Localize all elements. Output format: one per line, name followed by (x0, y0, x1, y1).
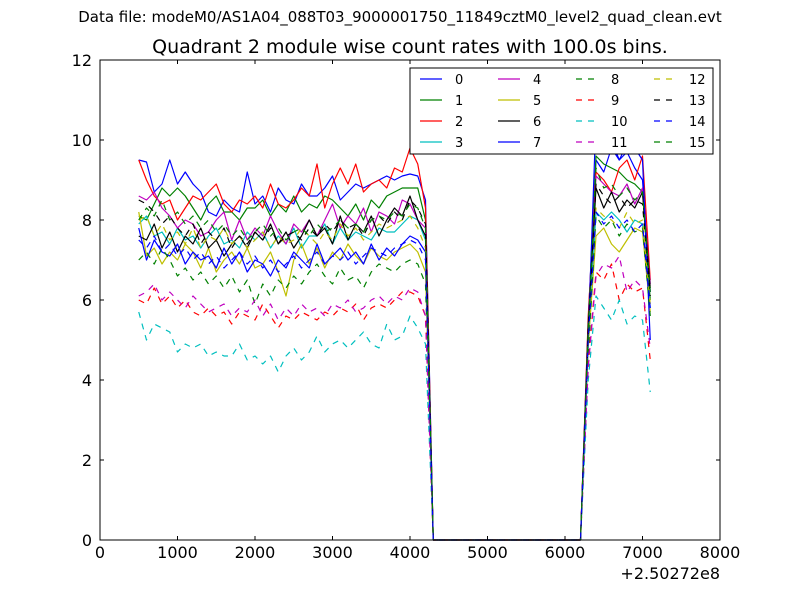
y-tick-label: 0 (82, 531, 92, 550)
series-line-12 (138, 207, 651, 541)
legend-label-4: 4 (533, 73, 541, 88)
series-line-8 (138, 215, 651, 541)
series-line-1 (138, 155, 651, 541)
legend-label-0: 0 (455, 73, 463, 88)
series-line-6 (138, 187, 651, 541)
x-tick-label: 2000 (235, 543, 276, 562)
legend-label-5: 5 (533, 94, 541, 109)
y-tick-label: 8 (82, 211, 92, 230)
series-line-10 (138, 295, 651, 541)
legend-label-14: 14 (689, 115, 706, 130)
x-axis: 0 1000 2000 3000 4000 5000 6000 7000 8000 (95, 60, 740, 562)
legend-label-3: 3 (455, 136, 463, 151)
y-tick-label: 2 (82, 451, 92, 470)
x-tick-label: 8000 (700, 543, 741, 562)
legend-label-2: 2 (455, 115, 463, 130)
y-tick-label: 6 (82, 291, 92, 310)
legend-label-10: 10 (611, 115, 628, 130)
legend-label-13: 13 (689, 94, 706, 109)
series-layer (138, 117, 651, 541)
series-line-2 (138, 147, 651, 541)
series-line-11 (138, 255, 651, 541)
legend-label-11: 11 (611, 136, 628, 151)
series-line-9 (138, 263, 651, 541)
legend-box (409, 67, 714, 155)
x-tick-label: 3000 (312, 543, 353, 562)
figure-supertitle: Data file: modeM0/AS1A04_088T03_90000017… (78, 8, 722, 26)
legend-label-15: 15 (689, 136, 706, 151)
chart-title: Quadrant 2 module wise count rates with … (152, 36, 668, 58)
series-line-4 (138, 175, 651, 541)
legend-label-12: 12 (689, 73, 706, 88)
y-tick-label: 10 (72, 131, 92, 150)
legend-label-1: 1 (455, 94, 463, 109)
series-line-7 (138, 117, 651, 541)
legend-label-9: 9 (611, 94, 619, 109)
legend-label-7: 7 (533, 136, 541, 151)
legend-label-6: 6 (533, 115, 541, 130)
series-line-3 (138, 211, 651, 541)
y-tick-label: 12 (72, 51, 92, 70)
series-line-13 (138, 183, 651, 541)
series-line-0 (138, 147, 651, 541)
x-tick-label: 1000 (157, 543, 198, 562)
x-tick-label: 4000 (390, 543, 431, 562)
x-tick-label: 7000 (622, 543, 663, 562)
x-tick-label: 5000 (467, 543, 508, 562)
legend-label-8: 8 (611, 73, 619, 88)
series-line-14 (138, 211, 651, 541)
x-offset-label: +2.50272e8 (620, 564, 720, 583)
x-tick-label: 0 (95, 543, 105, 562)
y-tick-label: 4 (82, 371, 92, 390)
x-tick-label: 6000 (545, 543, 586, 562)
series-line-5 (138, 211, 651, 541)
